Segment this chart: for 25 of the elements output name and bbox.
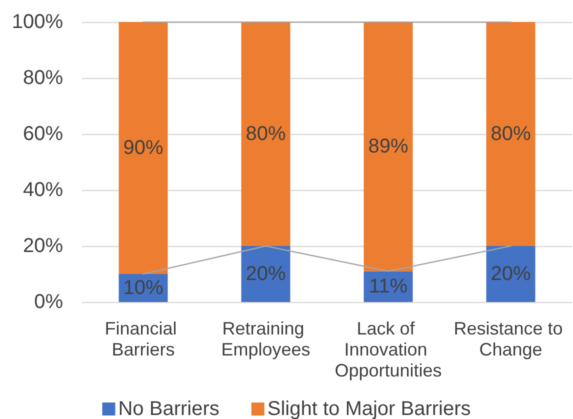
data-label: 80% xyxy=(490,123,531,145)
y-tick-label: 20% xyxy=(22,235,64,257)
x-tick-label: Retraining Employees xyxy=(221,318,310,360)
bar xyxy=(241,22,290,246)
bar xyxy=(118,22,168,274)
y-tick-label: 40% xyxy=(22,179,64,201)
bar xyxy=(364,22,413,272)
y-tick-label: 80% xyxy=(22,67,64,89)
data-label: 11% xyxy=(368,276,408,298)
x-tick-label: Financial Barriers xyxy=(104,318,182,360)
x-tick-label: Resistance to Change xyxy=(454,318,568,360)
y-tick-label: 100% xyxy=(12,11,64,33)
data-label: 90% xyxy=(123,137,164,159)
data-label: 89% xyxy=(368,136,408,158)
y-tick-label: 60% xyxy=(22,123,64,145)
data-label: 20% xyxy=(490,263,531,285)
legend-label: Slight to Major Barriers xyxy=(267,398,471,419)
data-label: 10% xyxy=(123,277,164,299)
bar xyxy=(486,246,536,302)
x-tick-label: Lack of Innovation Opportunities xyxy=(334,318,442,380)
legend-label: No Barriers xyxy=(118,398,220,419)
data-label: 80% xyxy=(246,123,286,145)
bar xyxy=(486,22,536,246)
y-tick-label: 0% xyxy=(34,291,64,313)
data-label: 20% xyxy=(246,263,286,285)
